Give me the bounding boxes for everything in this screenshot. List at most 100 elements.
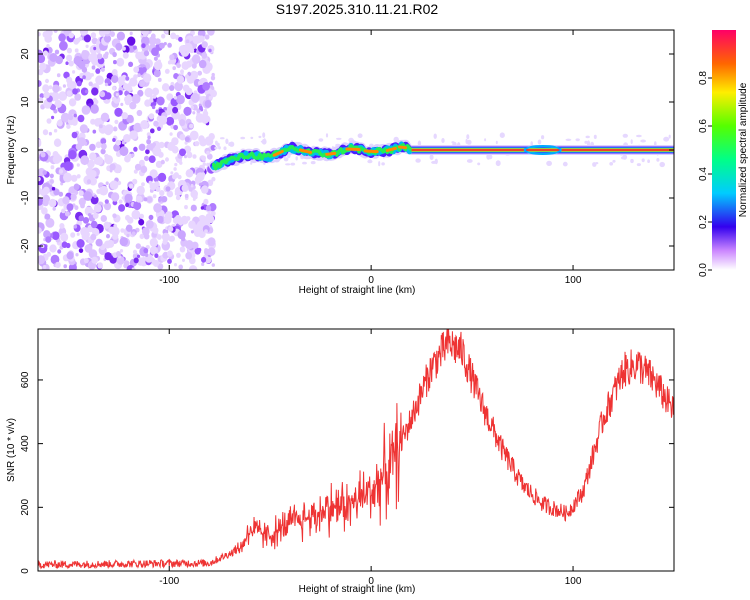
faint-blob <box>647 159 650 163</box>
faint-blob <box>466 159 473 163</box>
noise-blob <box>106 234 110 239</box>
noise-blob <box>76 163 80 167</box>
noise-blob <box>49 244 57 253</box>
noise-blob <box>166 250 173 257</box>
noise-blob <box>140 120 149 130</box>
noise-blob <box>191 92 200 103</box>
noise-blob <box>166 93 174 101</box>
signal-hotspot <box>298 148 313 154</box>
noise-blob <box>127 36 136 46</box>
noise-blob <box>131 231 136 236</box>
noise-blob <box>100 148 106 155</box>
noise-blob <box>198 135 205 143</box>
faint-blob <box>495 140 498 145</box>
noise-blob <box>83 257 89 264</box>
noise-blob <box>73 55 82 66</box>
faint-blob <box>656 158 660 162</box>
noise-blob <box>121 140 125 145</box>
noise-blob <box>208 95 213 100</box>
faint-blob <box>609 162 614 166</box>
noise-blob <box>72 70 76 74</box>
noise-blob <box>191 54 201 64</box>
noise-blob <box>68 150 77 160</box>
noise-blob <box>180 72 184 76</box>
noise-blob <box>56 119 63 127</box>
noise-blob <box>173 172 179 179</box>
noise-blob <box>166 191 171 196</box>
noise-blob <box>112 138 116 142</box>
noise-blob <box>42 265 47 269</box>
noise-blob <box>88 81 93 87</box>
faint-blob <box>565 138 572 141</box>
noise-blob <box>184 141 188 145</box>
noise-blob <box>51 186 56 191</box>
noise-blob <box>73 113 78 118</box>
noise-blob <box>80 62 84 66</box>
noise-blob <box>112 233 119 240</box>
noise-blob <box>68 98 77 107</box>
noise-blob <box>44 213 51 220</box>
noise-blob <box>125 202 130 208</box>
noise-blob <box>63 172 72 183</box>
noise-blob <box>158 197 162 202</box>
noise-blob <box>140 165 148 174</box>
noise-blob <box>136 254 141 258</box>
noise-blob <box>119 249 124 253</box>
noise-blob <box>210 144 216 151</box>
faint-blob <box>310 161 316 165</box>
noise-blob <box>186 151 193 159</box>
noise-blob <box>167 141 176 151</box>
noise-blob <box>201 115 209 124</box>
noise-blob <box>73 38 80 45</box>
noise-blob <box>172 66 176 71</box>
noise-blob <box>161 196 168 203</box>
faint-blob <box>223 146 227 151</box>
noise-blob <box>148 155 156 163</box>
noise-blob <box>39 62 47 71</box>
noise-blob <box>150 246 159 255</box>
noise-blob <box>81 105 91 115</box>
noise-blob <box>165 157 169 162</box>
noise-blob <box>115 42 123 51</box>
noise-blob <box>145 149 150 155</box>
faint-blob <box>663 136 670 142</box>
noise-blob <box>152 227 159 234</box>
colorbar-gradient <box>712 30 736 270</box>
snr-series-line <box>38 329 674 570</box>
noise-blob <box>135 195 143 203</box>
noise-blob <box>131 153 135 158</box>
faint-blob <box>477 162 481 166</box>
colorbar-tick-label: 0.2 <box>698 215 709 229</box>
noise-blob <box>188 220 196 229</box>
noise-blob <box>136 185 145 195</box>
noise-blob <box>38 176 41 182</box>
noise-blob <box>76 80 82 87</box>
noise-blob <box>62 84 66 88</box>
noise-blob <box>124 155 131 163</box>
faint-blob <box>636 163 642 167</box>
noise-blob <box>96 49 101 54</box>
noise-blob <box>112 51 117 58</box>
noise-blob <box>89 176 97 186</box>
bottom-y-axis-label: SNR (10 * v/v) <box>6 418 17 482</box>
signal-hotspot <box>397 145 407 150</box>
signal-hotspot <box>272 149 284 157</box>
noise-blob <box>123 263 128 269</box>
noise-blob <box>148 113 155 120</box>
noise-blob <box>185 251 193 260</box>
noise-blob <box>201 41 208 49</box>
faint-blob <box>441 138 445 143</box>
noise-blob <box>92 129 97 134</box>
signal-hotspot <box>325 151 337 156</box>
noise-blob <box>161 33 166 39</box>
top-x-tick-label: 100 <box>565 275 582 286</box>
noise-blob <box>179 119 186 127</box>
noise-blob <box>89 143 96 151</box>
noise-blob <box>172 106 179 114</box>
noise-blob <box>153 120 159 127</box>
noise-blob <box>58 33 66 42</box>
noise-blob <box>93 46 97 51</box>
noise-blob <box>185 60 193 68</box>
noise-cloud <box>38 30 673 270</box>
colorbar-label: Normalized spectral amplitude <box>738 82 749 217</box>
